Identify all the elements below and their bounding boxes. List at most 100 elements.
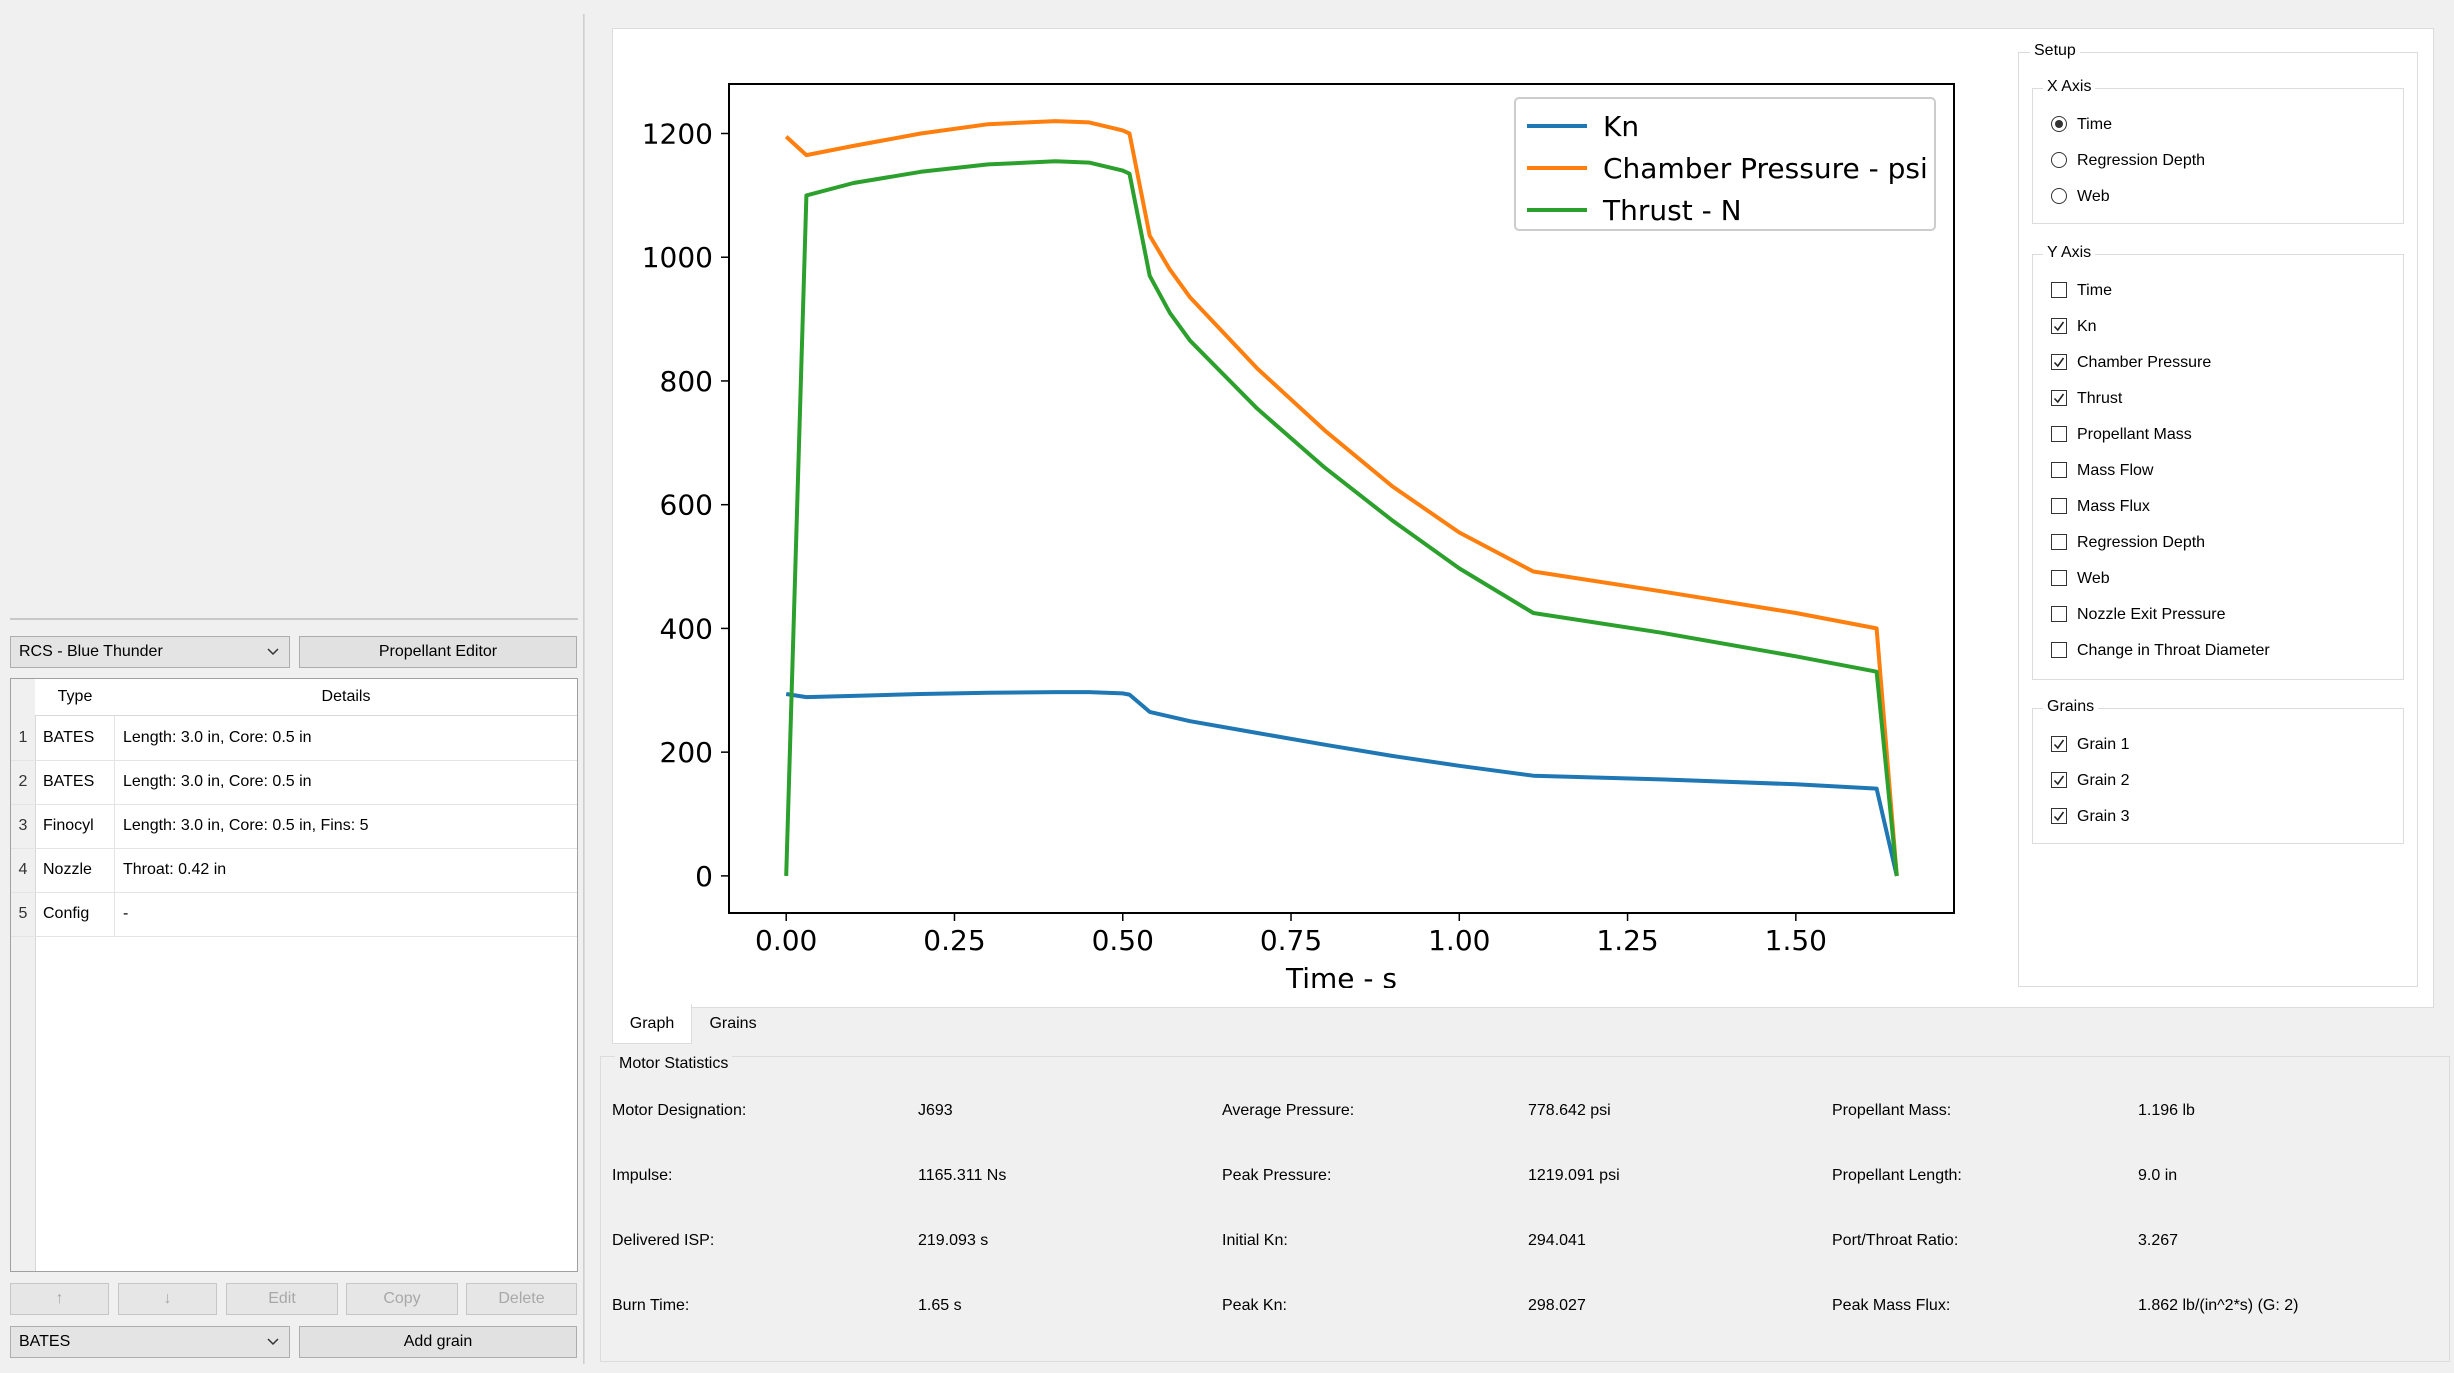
y-axis-group-title: Y Axis [2043, 244, 2096, 262]
radio-button[interactable] [2051, 188, 2067, 204]
table-row[interactable]: 2 BATES Length: 3.0 in, Core: 0.5 in [11, 760, 577, 805]
legend-box [1514, 97, 1936, 231]
move-up-button[interactable]: ↑ [10, 1283, 109, 1315]
table-row[interactable]: 1 BATES Length: 3.0 in, Core: 0.5 in [11, 716, 577, 761]
stat-label: Propellant Mass: [1832, 1102, 1952, 1119]
cell-type[interactable]: BATES [35, 760, 115, 804]
stat-label: Average Pressure: [1222, 1102, 1355, 1119]
table-row[interactable]: 5 Config - [11, 892, 577, 937]
option-label: Time [2077, 282, 2112, 299]
table-header: Type Details [35, 679, 577, 716]
option-label: Kn [2077, 318, 2097, 335]
stat-value: 1.862 lb/(in^2*s) (G: 2) [2138, 1297, 2299, 1314]
propellant-editor-button[interactable]: Propellant Editor [299, 636, 577, 668]
stat-value: 1219.091 psi [1528, 1167, 1620, 1184]
series-line-kn[interactable] [785, 690, 1899, 877]
x-axis-group: X Axis Time Regression Depth Web [2032, 78, 2404, 224]
radio-button[interactable] [2051, 152, 2067, 168]
series-line-chamber-pressure-psi[interactable] [784, 119, 1899, 877]
grains-group: Grains Grain 1 Grain 2 Grain 3 [2032, 698, 2404, 844]
stat-value: 9.0 in [2138, 1167, 2178, 1184]
checkbox[interactable] [2051, 498, 2067, 514]
option-label: Thrust [2077, 390, 2123, 407]
option-label: Web [2077, 570, 2110, 587]
stat-value: 1165.311 Ns [918, 1167, 1007, 1184]
cell-details[interactable]: Length: 3.0 in, Core: 0.5 in, Fins: 5 [123, 817, 369, 834]
stat-value: 294.041 [1528, 1232, 1586, 1249]
option-label: Grain 2 [2077, 772, 2130, 789]
option-label: Grain 3 [2077, 808, 2130, 825]
series-line-thrust-n[interactable] [784, 159, 1899, 877]
x-axis-label: Time - s [1285, 962, 1397, 988]
chevron-down-icon [267, 1338, 279, 1346]
add-grain-button[interactable]: Add grain [299, 1326, 577, 1358]
legend-label: Chamber Pressure - psi [1603, 152, 1928, 185]
x-tick-label: 1.50 [1765, 924, 1827, 957]
stat-value: 778.642 psi [1528, 1102, 1611, 1119]
edit-button[interactable]: Edit [226, 1283, 338, 1315]
cell-details[interactable]: Throat: 0.42 in [123, 861, 227, 878]
x-tick-label: 0.00 [755, 924, 817, 957]
checkbox[interactable] [2051, 462, 2067, 478]
checkbox[interactable] [2051, 282, 2067, 298]
y-tick-label: 1000 [642, 241, 713, 274]
checkbox[interactable] [2051, 642, 2067, 658]
cell-details[interactable]: Length: 3.0 in, Core: 0.5 in [123, 773, 312, 790]
stat-value: 3.267 [2138, 1232, 2179, 1249]
delete-button[interactable]: Delete [466, 1283, 577, 1315]
option-label: Nozzle Exit Pressure [2077, 606, 2226, 623]
cell-type[interactable]: BATES [35, 716, 115, 760]
checkmark-icon [2053, 393, 2065, 404]
stat-label: Peak Pressure: [1222, 1167, 1332, 1184]
tab-grains[interactable]: Grains [709, 1015, 757, 1032]
copy-button[interactable]: Copy [346, 1283, 458, 1315]
motor-statistics-group: Motor Statistics [600, 1055, 2450, 1362]
option-label: Chamber Pressure [2077, 354, 2212, 371]
y-tick-label: 400 [660, 612, 713, 645]
move-down-button[interactable]: ↓ [118, 1283, 217, 1315]
tab-graph[interactable]: Graph [612, 1004, 692, 1044]
checkmark-icon [2053, 357, 2065, 368]
legend-label: Kn [1603, 110, 1639, 143]
cell-type[interactable]: Finocyl [35, 804, 115, 848]
x-axis-group-title: X Axis [2043, 78, 2096, 96]
legend-label: Thrust - N [1602, 194, 1742, 227]
y-axis-group: Y Axis Time Kn Chamber Pressure Thrust Prope… [2032, 244, 2404, 680]
stat-value: 298.027 [1528, 1297, 1586, 1314]
propellant-select-value: RCS - Blue Thunder [19, 643, 163, 660]
stat-value: 1.196 lb [2138, 1102, 2195, 1119]
cell-details[interactable]: Length: 3.0 in, Core: 0.5 in [123, 729, 312, 746]
table-row[interactable]: 4 Nozzle Throat: 0.42 in [11, 848, 577, 893]
column-header-type[interactable]: Type [57, 688, 93, 705]
chevron-down-icon [267, 648, 279, 656]
stat-value: J693 [918, 1102, 953, 1119]
row-number: 5 [18, 905, 28, 922]
cell-type[interactable]: Config [35, 892, 115, 936]
grain-type-select-value: BATES [19, 1333, 71, 1350]
option-label: Change in Throat Diameter [2077, 642, 2270, 659]
x-tick-label: 0.25 [923, 924, 985, 957]
propellant-select[interactable]: RCS - Blue Thunder [10, 636, 290, 668]
cell-type[interactable]: Nozzle [35, 848, 115, 892]
motor-chart[interactable]: 0.00 0.25 0.50 0.75 1.00 1.25 1.50 0 200 400 600 80… [612, 28, 2002, 988]
checkbox[interactable] [2051, 570, 2067, 586]
row-number: 3 [18, 817, 28, 834]
motor-table: Type Details 1 BATES Length: 3.0 in, Cor… [10, 678, 578, 1272]
checkbox[interactable] [2051, 426, 2067, 442]
option-label: Mass Flow [2077, 462, 2154, 479]
y-tick-label: 800 [660, 365, 713, 398]
checkmark-icon [2053, 739, 2065, 750]
panel-splitter[interactable] [583, 14, 585, 1364]
row-number: 1 [18, 729, 28, 746]
checkbox[interactable] [2051, 606, 2067, 622]
grain-type-select[interactable]: BATES [10, 1326, 290, 1358]
stat-label: Propellant Length: [1832, 1167, 1962, 1184]
cell-details[interactable]: - [123, 905, 129, 922]
y-tick-label: 0 [695, 860, 713, 893]
stat-label: Port/Throat Ratio: [1832, 1232, 1959, 1249]
table-row[interactable]: 3 Finocyl Length: 3.0 in, Core: 0.5 in, … [11, 804, 577, 849]
checkbox[interactable] [2051, 534, 2067, 550]
column-header-details[interactable]: Details [321, 688, 371, 705]
stat-label: Motor Designation: [612, 1102, 747, 1119]
stat-label: Burn Time: [612, 1297, 690, 1314]
